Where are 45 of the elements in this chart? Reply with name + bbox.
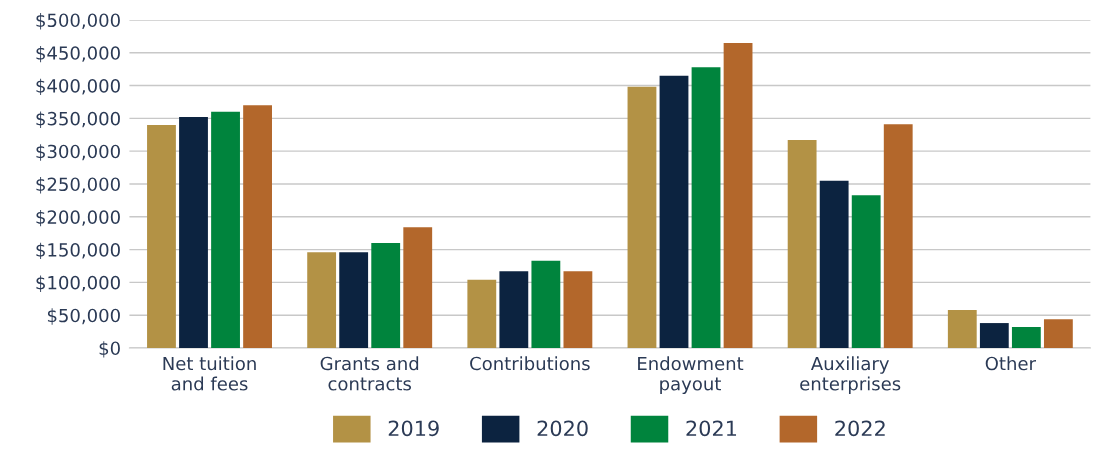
y-tick-label: $300,000 [36, 144, 120, 161]
y-tick-label: $450,000 [36, 45, 120, 63]
y-tick-label: $0 [99, 341, 120, 358]
bar [851, 195, 881, 348]
bar [531, 260, 561, 348]
legend-label: 2020 [537, 420, 588, 437]
bar [211, 111, 240, 348]
x-tick-label: Net tuition and fees [163, 356, 256, 391]
bar [339, 252, 369, 348]
bar [723, 42, 753, 348]
bar [563, 271, 593, 348]
bar [147, 124, 176, 348]
bar [467, 279, 497, 348]
bar [243, 105, 272, 348]
y-tick-label: $500,000 [36, 13, 120, 30]
bar [371, 243, 401, 348]
bar [1043, 319, 1073, 348]
bar [499, 271, 529, 348]
y-tick-label: $350,000 [36, 111, 120, 128]
y-tick-label: $200,000 [36, 209, 120, 227]
bar [1011, 327, 1041, 348]
bar [403, 227, 433, 348]
bar [819, 180, 849, 348]
bar [883, 124, 913, 348]
x-tick-label: Other [985, 356, 1036, 371]
x-tick-label: Endowment payout [638, 356, 744, 395]
bar [947, 309, 977, 348]
bar [627, 86, 657, 348]
y-tick-label: $150,000 [36, 242, 120, 260]
x-tick-label: Grants and contracts [320, 356, 419, 391]
x-tick-label: Auxiliary enterprises [800, 356, 901, 395]
y-tick-label: $250,000 [36, 177, 120, 194]
bar [179, 117, 208, 348]
legend-label: 2019 [388, 420, 439, 437]
bar [307, 252, 337, 348]
bar [659, 75, 689, 348]
legend-label: 2021 [686, 420, 737, 437]
bar [979, 323, 1009, 348]
y-tick-label: $50,000 [47, 308, 120, 325]
y-tick-label: $100,000 [36, 275, 120, 292]
x-tick-label: Contributions [470, 356, 590, 371]
bar [787, 140, 817, 348]
legend-label: 2022 [835, 420, 885, 437]
y-tick-label: $400,000 [36, 78, 120, 96]
bar [691, 67, 721, 348]
